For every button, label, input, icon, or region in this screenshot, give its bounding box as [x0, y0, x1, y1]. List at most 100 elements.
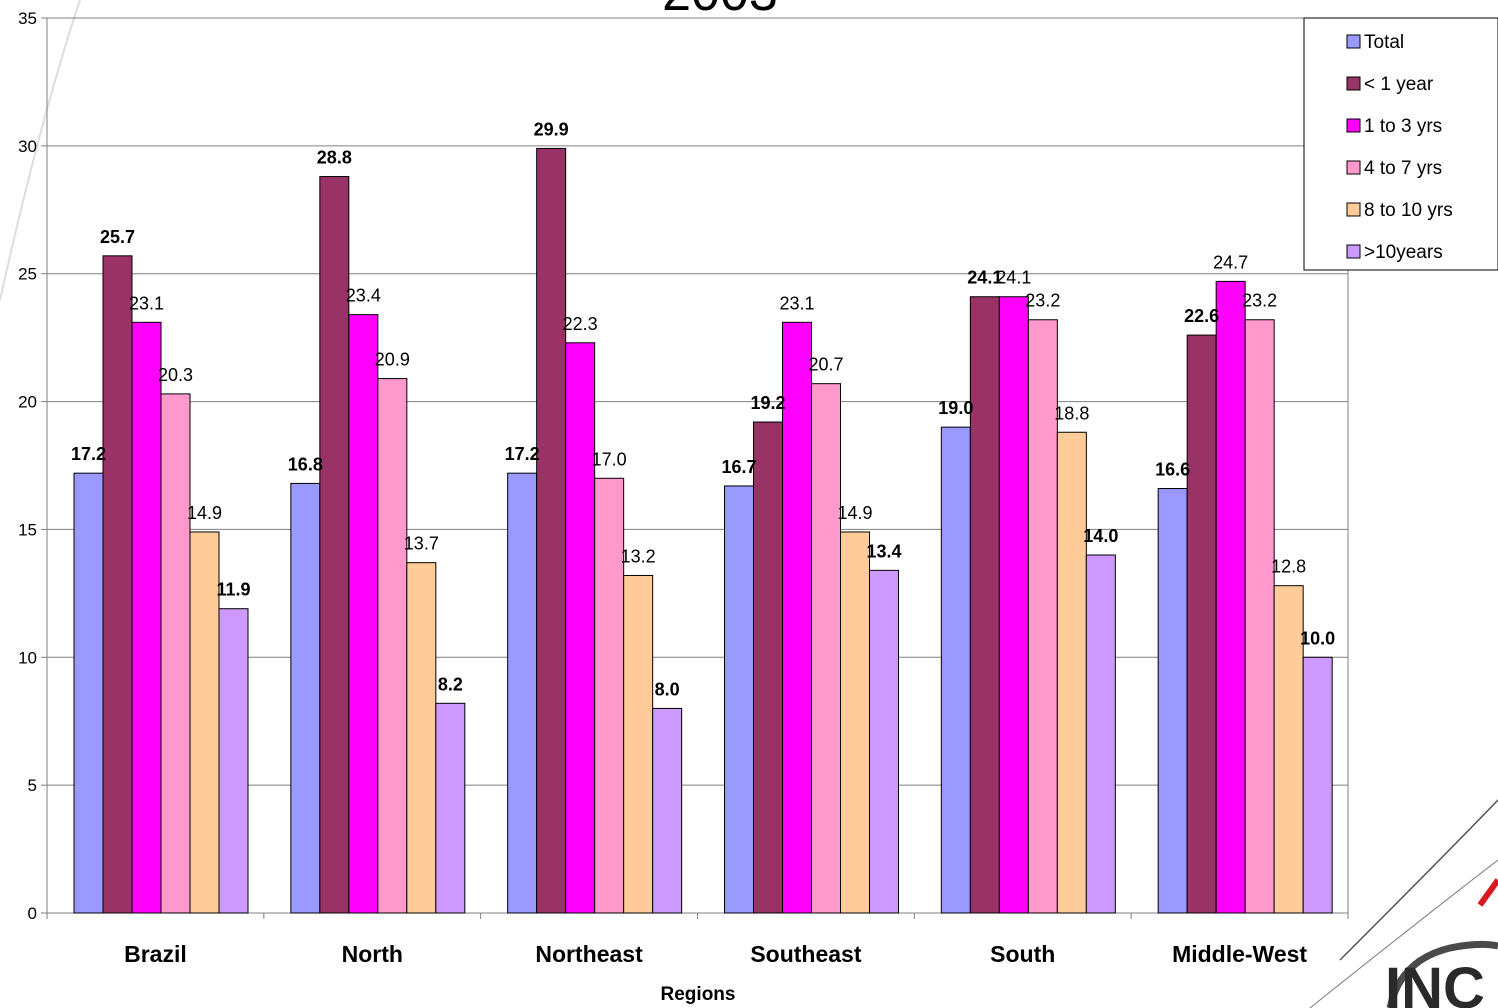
bar: [160, 393, 191, 914]
data-label: 14.9: [187, 503, 222, 523]
bar: [131, 321, 162, 914]
bar: [840, 531, 870, 914]
x-tick-label: Southeast: [750, 941, 862, 967]
x-tick-label: North: [342, 941, 403, 967]
legend-swatch: [1346, 34, 1361, 49]
bar: [1244, 319, 1275, 914]
bar: [1186, 334, 1217, 914]
data-label: 23.2: [1025, 291, 1060, 311]
legend-item-label: < 1 year: [1364, 74, 1434, 95]
data-label: 25.7: [100, 227, 135, 247]
data-label: 22.3: [563, 314, 598, 334]
bar: [319, 176, 350, 914]
y-tick-label: 0: [28, 904, 37, 923]
legend-item-label: 8 to 10 yrs: [1364, 200, 1453, 221]
data-label: 20.3: [158, 365, 193, 385]
data-label: 13.2: [621, 546, 656, 566]
data-label: 18.8: [1054, 403, 1089, 423]
bar: [998, 296, 1029, 914]
bar: [73, 472, 104, 914]
y-axis: 0 5 10 15 20 25 30 35: [18, 9, 47, 923]
data-label: 24.7: [1213, 252, 1248, 272]
bar: [189, 531, 220, 914]
y-tick-label: 10: [18, 648, 37, 667]
bar: [1027, 319, 1058, 914]
legend-box: [1303, 17, 1498, 271]
bar: [1056, 431, 1087, 914]
bar: [565, 342, 596, 914]
x-tick-label: Northeast: [535, 941, 643, 967]
bar: [536, 147, 567, 914]
y-tick-label: 5: [28, 776, 37, 795]
x-tick-label: South: [990, 941, 1055, 967]
bar: [940, 426, 971, 914]
y-tick-label: 15: [18, 520, 37, 539]
y-tick-label: 20: [18, 393, 37, 412]
x-axis-title: Regions: [661, 984, 736, 1005]
bar: [724, 485, 754, 914]
bar: [218, 608, 249, 914]
data-label: 23.1: [129, 293, 164, 313]
data-label: 24.1: [967, 268, 1002, 288]
legend-swatch: [1346, 244, 1361, 259]
bar: [969, 296, 1000, 914]
legend: Total < 1 year 1 to 3 yrs 4 to 7 yrs 8 to 10…: [1303, 17, 1498, 271]
bar: [348, 314, 379, 914]
logo: INC: [1385, 878, 1498, 1008]
bar: [1273, 585, 1304, 914]
data-label: 23.4: [346, 286, 381, 306]
x-axis: Brazil North Northeast Southeast South Middle…: [46, 913, 1349, 967]
data-label: 19.0: [938, 398, 973, 418]
data-label: 28.8: [317, 148, 352, 168]
data-label: 19.2: [750, 393, 785, 413]
bar: [652, 707, 683, 914]
legend-swatch: [1346, 202, 1361, 217]
data-label: 11.9: [216, 580, 250, 600]
bar: [1302, 656, 1333, 914]
legend-item-label: 1 to 3 yrs: [1364, 116, 1442, 137]
bar: [507, 472, 538, 914]
bar: [435, 702, 466, 914]
bar: [1215, 280, 1246, 914]
bar: [753, 421, 783, 914]
legend-swatch: [1346, 118, 1361, 133]
bar: [102, 255, 133, 914]
bar: [594, 477, 625, 914]
legend-item-label: 4 to 7 yrs: [1364, 158, 1442, 179]
bar: [623, 574, 654, 914]
x-tick-label: Middle-West: [1172, 941, 1307, 967]
bar: [869, 569, 899, 914]
data-label: 20.9: [375, 350, 410, 370]
y-tick-label: 25: [18, 265, 37, 284]
data-label: 16.7: [721, 457, 756, 477]
data-label: 14.9: [837, 503, 872, 523]
y-tick-label: 35: [18, 9, 37, 28]
data-labels: 17.2 25.7 23.1 20.3 14.9 11.9 16.8 28.8 23.4 20.9…: [71, 119, 1335, 699]
data-label: 23.1: [779, 293, 814, 313]
bar: [290, 482, 321, 914]
bar: [377, 378, 408, 914]
data-label: 8.2: [438, 674, 463, 694]
bar: [782, 321, 812, 914]
data-label: 8.0: [655, 679, 680, 699]
chart-title: 2003: [662, 0, 778, 22]
data-label: 24.1: [996, 268, 1031, 288]
legend-swatch: [1346, 76, 1361, 91]
data-label: 14.0: [1083, 526, 1118, 546]
data-label: 17.2: [71, 444, 106, 464]
bar: [811, 383, 841, 914]
data-label: 17.0: [592, 449, 627, 469]
data-label: 16.6: [1155, 460, 1190, 480]
y-tick-label: 30: [18, 137, 37, 156]
bar: [1085, 554, 1116, 914]
data-label: 29.9: [534, 119, 569, 139]
data-label: 23.2: [1242, 291, 1277, 311]
data-label: 13.7: [404, 534, 439, 554]
data-label: 10.0: [1300, 628, 1335, 648]
legend-item-label: Total: [1364, 32, 1404, 53]
data-label: 13.4: [866, 541, 901, 561]
data-label: 22.6: [1184, 306, 1219, 326]
logo-text: INC: [1385, 956, 1485, 1008]
